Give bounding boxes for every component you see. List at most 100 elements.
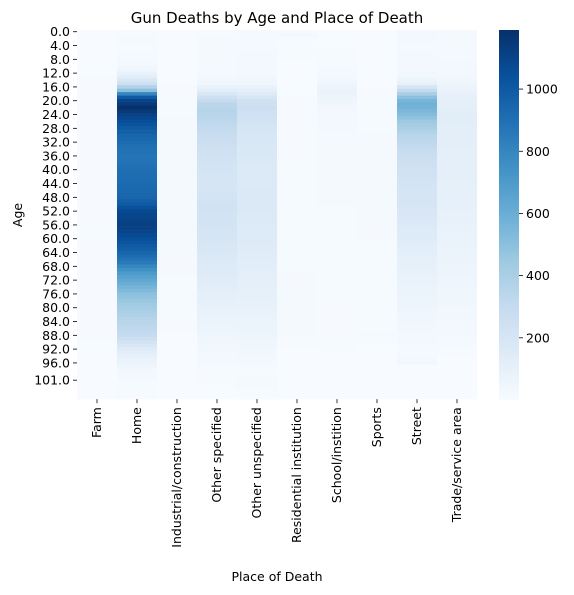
heatmap-cell — [437, 178, 477, 183]
heatmap-cell — [277, 43, 317, 48]
heatmap-cell — [237, 319, 277, 324]
heatmap-cell — [397, 133, 437, 138]
heatmap-cell — [117, 343, 157, 348]
heatmap-cell — [317, 347, 357, 352]
heatmap-cell — [317, 264, 357, 269]
heatmap-cell — [437, 264, 477, 269]
y-tick-label: 16.0 — [42, 79, 70, 94]
heatmap-cell — [157, 343, 197, 348]
heatmap-cell — [397, 385, 437, 390]
colorbar-ticks: 200 400 600 800 1000 — [519, 82, 558, 345]
heatmap-cell — [437, 161, 477, 165]
heatmap-cell — [117, 292, 157, 296]
heatmap-cell — [117, 209, 157, 214]
heatmap-cell — [237, 61, 277, 65]
heatmap-cell — [237, 85, 277, 89]
heatmap-cell — [357, 64, 397, 69]
y-tick-label: 12.0 — [42, 66, 70, 81]
heatmap-cell — [357, 95, 397, 100]
heatmap-cell — [117, 385, 157, 390]
heatmap-cell — [437, 292, 477, 296]
heatmap-cell — [117, 330, 157, 334]
heatmap-cell — [357, 181, 397, 186]
heatmap-cell — [357, 140, 397, 145]
heatmap-cell — [77, 223, 117, 227]
heatmap-cell — [397, 161, 437, 165]
heatmap-cell — [197, 102, 237, 107]
heatmap-cell — [277, 281, 317, 286]
heatmap-cell — [277, 57, 317, 62]
heatmap-cell — [317, 350, 357, 355]
heatmap-cell — [117, 168, 157, 172]
heatmap-cell — [357, 261, 397, 265]
y-tick-label: 88.0 — [42, 328, 70, 343]
heatmap-cell — [77, 288, 117, 293]
heatmap-cell — [437, 209, 477, 214]
heatmap-cell — [77, 67, 117, 72]
heatmap-cell — [237, 78, 277, 83]
heatmap-cell — [317, 61, 357, 65]
heatmap-cell — [437, 188, 477, 193]
heatmap-cell — [237, 350, 277, 355]
heatmap-cell — [357, 188, 397, 193]
heatmap-cell — [357, 223, 397, 227]
heatmap-cell — [197, 388, 237, 393]
heatmap-cell — [117, 140, 157, 145]
heatmap-cell — [77, 371, 117, 376]
heatmap-cell — [357, 292, 397, 296]
heatmap-cell — [157, 92, 197, 96]
heatmap-cell — [437, 323, 477, 327]
heatmap-cell — [317, 116, 357, 120]
heatmap-cell — [277, 78, 317, 83]
heatmap-cell — [157, 30, 197, 34]
heatmap-cell — [277, 195, 317, 200]
heatmap-cell — [277, 278, 317, 283]
heatmap-cell — [157, 216, 197, 221]
heatmap-cell — [117, 361, 157, 365]
heatmap-cell — [277, 85, 317, 89]
heatmap-cell — [357, 123, 397, 127]
heatmap-cell — [117, 223, 157, 227]
heatmap-cell — [397, 74, 437, 79]
heatmap-cell — [277, 375, 317, 379]
heatmap-cell — [357, 157, 397, 162]
heatmap-cell — [117, 178, 157, 183]
heatmap-cell — [197, 136, 237, 141]
heatmap-cell — [157, 143, 197, 148]
heatmap-cell — [237, 395, 277, 400]
heatmap-cell — [317, 330, 357, 334]
heatmap-cell — [397, 243, 437, 248]
heatmap-cell — [157, 36, 197, 41]
heatmap-cell — [317, 219, 357, 224]
y-tick-label: 84.0 — [42, 314, 70, 329]
heatmap-cell — [237, 36, 277, 41]
heatmap-cell — [117, 261, 157, 265]
heatmap-cell — [237, 274, 277, 279]
heatmap-cell — [197, 219, 237, 224]
heatmap-cell — [437, 254, 477, 258]
heatmap-cell — [157, 205, 197, 210]
heatmap-cell — [237, 333, 277, 338]
heatmap-cell — [357, 237, 397, 241]
heatmap-cell — [277, 295, 317, 300]
heatmap-cell — [197, 192, 237, 196]
heatmap-cell — [157, 202, 197, 207]
heatmap-cell — [157, 250, 197, 255]
heatmap-cell — [437, 105, 477, 110]
heatmap-cell — [397, 130, 437, 134]
chart-title: Gun Deaths by Age and Place of Death — [131, 9, 424, 27]
heatmap-cell — [237, 299, 277, 303]
heatmap-cell — [397, 67, 437, 72]
heatmap-cell — [117, 375, 157, 379]
heatmap-cell — [237, 330, 277, 334]
heatmap-cell — [237, 368, 277, 372]
heatmap-cell — [117, 257, 157, 262]
heatmap-cell — [197, 181, 237, 186]
heatmap-cell — [437, 388, 477, 393]
heatmap-cell — [437, 285, 477, 290]
heatmap-cell — [197, 50, 237, 55]
heatmap-cell — [117, 350, 157, 355]
heatmap-cell — [77, 81, 117, 86]
heatmap-cell — [197, 285, 237, 290]
heatmap-cell — [397, 347, 437, 352]
